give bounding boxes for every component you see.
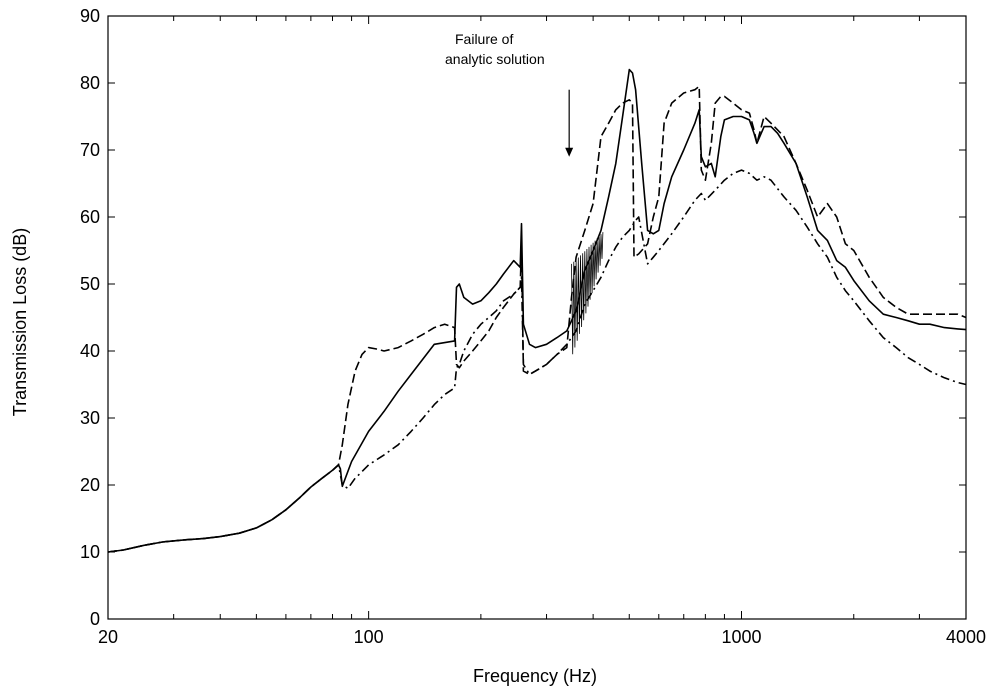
y-tick-label: 70: [80, 140, 100, 160]
series-line-dashed: [107, 85, 967, 553]
x-axis-title: Frequency (Hz): [473, 666, 597, 686]
plot-area-frame: [107, 15, 967, 620]
annotation-arrow-head: [565, 147, 574, 157]
series-line-solid: [107, 68, 967, 553]
y-tick-label: 20: [80, 475, 100, 495]
x-tick-label: 100: [354, 627, 384, 647]
y-tick-label: 90: [80, 6, 100, 26]
y-tick-label: 30: [80, 408, 100, 428]
y-axis-title: Transmission Loss (dB): [10, 228, 30, 416]
x-tick-label: 1000: [721, 627, 761, 647]
y-tick-label: 60: [80, 207, 100, 227]
y-tick-label: 80: [80, 73, 100, 93]
y-tick-label: 50: [80, 274, 100, 294]
x-tick-label: 4000: [946, 627, 986, 647]
series-line-dashdot: [107, 169, 967, 553]
y-tick-label: 10: [80, 542, 100, 562]
series-oscillation-detail: [571, 232, 604, 355]
annotation-line-1: Failure of: [455, 31, 513, 47]
x-tick-label: 20: [98, 627, 118, 647]
y-tick-label: 0: [90, 609, 100, 629]
y-tick-label: 40: [80, 341, 100, 361]
annotation-line-2: analytic solution: [445, 51, 545, 67]
